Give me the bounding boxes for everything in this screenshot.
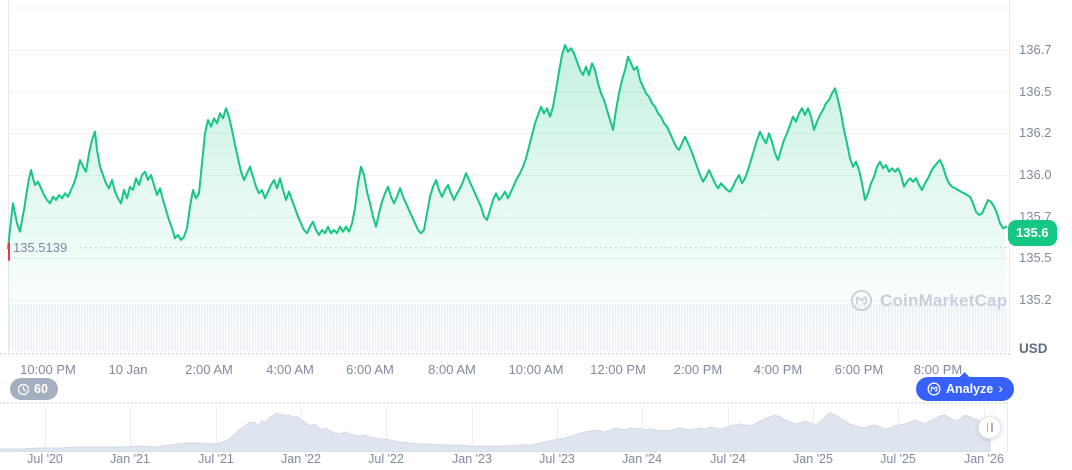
chevron-right-icon: › [998,380,1003,396]
date-axis-label: Jan '21 [110,452,150,466]
price-line [7,44,1007,250]
range-handle[interactable] [978,416,1001,439]
analyze-button-label: Analyze [946,382,994,396]
main-chart[interactable]: 135.5139 CoinMarketCap [0,0,1010,352]
date-axis-label: Jul '24 [710,452,746,466]
time-axis[interactable]: 10:00 PM 10 Jan 2:00 AM 4:00 AM 6:00 AM 8:00 … [0,353,1010,377]
date-axis-label: Jul '20 [27,452,63,466]
analyze-button[interactable]: Analyze › [916,372,1014,401]
time-axis-label: 10:00 PM [20,362,76,377]
currency-unit-label[interactable]: USD [1019,341,1048,356]
time-axis-label: 6:00 PM [834,362,884,377]
price-tick-label: 135.7 [1019,209,1052,224]
date-axis-label: Jan '26 [964,452,1004,466]
time-axis-label: 4:00 PM [753,362,803,377]
range-selector-minimap[interactable] [0,402,1008,452]
low-price-label: 135.5139 [13,239,68,255]
price-line-chart [7,0,1010,352]
time-axis-label: 2:00 PM [673,362,723,377]
date-axis-label: Jan '25 [793,452,833,466]
minimap-chart [0,406,991,452]
bar-replay-badge[interactable]: 60 [10,378,58,400]
current-price-badge: 135.6 [1008,220,1057,247]
price-tick-label: 136.2 [1019,125,1052,140]
coinmarketcap-logo-icon [850,289,873,312]
time-axis-label: 4:00 AM [266,362,314,377]
date-axis-label: Jul '23 [539,452,575,466]
date-axis-label: Jan '23 [452,452,492,466]
bar-count-value: 60 [34,382,48,396]
date-axis-label: Jul '25 [880,452,916,466]
date-axis[interactable]: Jul '20 Jan '21 Jul '21 Jan '22 Jul '22 Jan '… [0,452,1010,470]
time-axis-label: 2:00 AM [185,362,233,377]
history-clock-icon [17,383,30,395]
time-axis-label: 6:00 AM [346,362,394,377]
date-axis-label: Jan '22 [281,452,321,466]
time-axis-label: 10 Jan [108,362,148,377]
date-axis-label: Jan '24 [622,452,662,466]
price-tick-label: 136.5 [1019,84,1052,99]
price-tick-label: 135.2 [1019,292,1052,307]
coinmarketcap-logo-icon [927,382,941,396]
price-tick-label: 136.0 [1019,167,1052,182]
date-axis-label: Jul '21 [198,452,234,466]
date-axis-label: Jul '22 [368,452,404,466]
time-axis-label: 10:00 AM [508,362,564,377]
watermark-text: CoinMarketCap [880,290,1008,310]
time-axis-label: 8:00 PM [913,362,963,377]
time-axis-label: 8:00 AM [428,362,476,377]
minimap-area [0,412,991,452]
price-axis[interactable]: 136.7 136.5 136.2 136.0 135.7 135.5 135.2 135.… [1008,0,1072,360]
price-tick-label: 136.7 [1019,42,1052,57]
time-axis-label: 12:00 PM [590,362,646,377]
watermark: CoinMarketCap [850,289,1007,312]
price-tick-label: 135.5 [1019,250,1052,265]
